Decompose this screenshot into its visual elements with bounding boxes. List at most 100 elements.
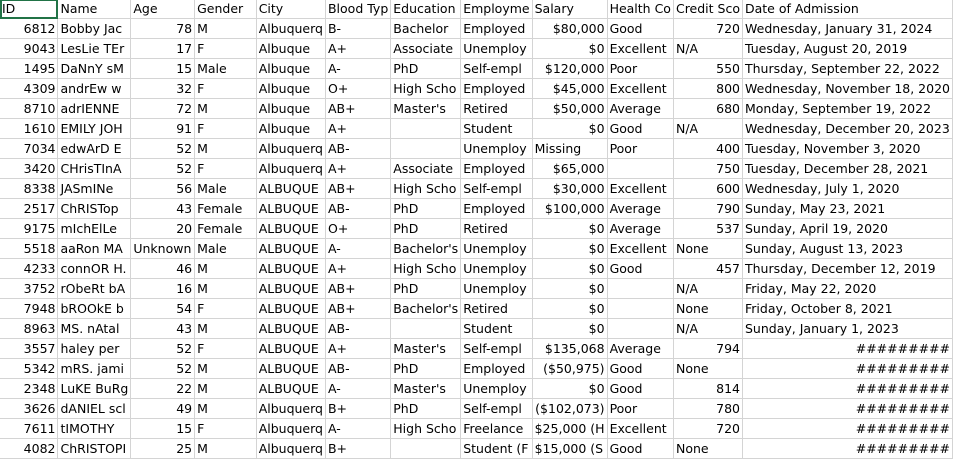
cell-age[interactable]: 54 (130, 298, 196, 319)
cell-blood-type[interactable]: B+ (325, 398, 392, 419)
cell-city[interactable]: ALBUQUE (256, 258, 326, 279)
cell-employment[interactable]: Self-empl (460, 338, 533, 359)
cell-name[interactable]: dANIEL scl (57, 398, 132, 419)
cell-education[interactable]: Bachelor (390, 18, 462, 39)
cell-blood-type[interactable]: A- (325, 58, 392, 79)
cell-health[interactable] (607, 278, 674, 299)
cell-employment[interactable]: Student (460, 318, 533, 339)
cell-health[interactable]: Poor (607, 138, 674, 159)
cell-health[interactable]: Excellent (607, 178, 674, 199)
cell-employment[interactable]: Self-empl (460, 398, 533, 419)
cell-name[interactable]: connOR H. (57, 258, 132, 279)
cell-health[interactable]: Excellent (607, 418, 674, 439)
cell-age[interactable]: 56 (130, 178, 196, 199)
cell-blood-type[interactable]: O+ (325, 218, 392, 239)
cell-salary[interactable]: ($102,073) (532, 398, 608, 419)
cell-credit-score[interactable]: None (673, 238, 744, 259)
cell-employment[interactable]: Unemploy (460, 38, 533, 59)
cell-employment[interactable]: Student (460, 118, 533, 139)
cell-date-of-admission[interactable]: Sunday, May 23, 2021 (742, 198, 953, 219)
cell-city[interactable]: ALBUQUE (256, 178, 326, 199)
cell-age[interactable]: 72 (130, 98, 196, 119)
cell-city[interactable]: ALBUQUE (256, 298, 326, 319)
cell-date-of-admission[interactable]: Sunday, January 1, 2023 (742, 318, 953, 339)
cell-name[interactable]: CHrisTInA (57, 158, 132, 179)
cell-health[interactable]: Excellent (607, 238, 674, 259)
cell-health[interactable]: Good (607, 118, 674, 139)
cell-credit-score[interactable]: 780 (673, 398, 744, 419)
cell-credit-score[interactable]: 600 (673, 178, 744, 199)
cell-gender[interactable]: F (194, 338, 257, 359)
cell-health[interactable] (607, 318, 674, 339)
cell-blood-type[interactable]: A- (325, 238, 392, 259)
cell-education[interactable]: High Scho (390, 258, 462, 279)
cell-salary[interactable]: $135,068 (532, 338, 608, 359)
cell-employment[interactable]: Employed (460, 358, 533, 379)
cell-employment[interactable]: Unemploy (460, 378, 533, 399)
cell-id[interactable]: 6812 (0, 18, 59, 39)
cell-salary[interactable]: $0 (532, 118, 608, 139)
cell-gender[interactable]: M (194, 398, 257, 419)
cell-education[interactable]: High Scho (390, 78, 462, 99)
cell-salary[interactable]: $80,000 (532, 18, 608, 39)
cell-gender[interactable]: M (194, 358, 257, 379)
cell-education[interactable]: Associate (390, 158, 462, 179)
cell-name[interactable]: mRS. jami (57, 358, 132, 379)
cell-gender[interactable]: F (194, 38, 257, 59)
cell-employment[interactable]: Freelance (460, 418, 533, 439)
cell-salary[interactable]: $0 (532, 378, 608, 399)
cell-blood-type[interactable]: B+ (325, 438, 392, 459)
cell-date-of-admission[interactable]: Thursday, December 12, 2019 (742, 258, 953, 279)
cell-city[interactable]: Albuque (256, 118, 326, 139)
cell-blood-type[interactable]: AB- (325, 138, 392, 159)
cell-gender[interactable]: M (194, 318, 257, 339)
cell-credit-score[interactable]: 537 (673, 218, 744, 239)
cell-salary[interactable]: ($50,975) (532, 358, 608, 379)
cell-name[interactable]: mIchElLe (57, 218, 132, 239)
header-cell-employment[interactable]: Employme (460, 0, 533, 19)
cell-age[interactable]: Unknown (130, 238, 196, 259)
cell-health[interactable]: Excellent (607, 38, 674, 59)
cell-date-of-admission[interactable]: Friday, October 8, 2021 (742, 298, 953, 319)
cell-credit-score[interactable]: 680 (673, 98, 744, 119)
cell-id[interactable]: 1495 (0, 58, 59, 79)
cell-education[interactable]: PhD (390, 398, 462, 419)
cell-id[interactable]: 8710 (0, 98, 59, 119)
cell-salary[interactable]: $0 (532, 258, 608, 279)
cell-salary[interactable]: $0 (532, 278, 608, 299)
cell-name[interactable]: EMILY JOH (57, 118, 132, 139)
cell-city[interactable]: Albuque (256, 98, 326, 119)
cell-city[interactable]: ALBUQUE (256, 278, 326, 299)
cell-employment[interactable]: Student (F (460, 438, 533, 459)
cell-id[interactable]: 1610 (0, 118, 59, 139)
cell-employment[interactable]: Retired (460, 218, 533, 239)
cell-city[interactable]: Albuquerq (256, 438, 326, 459)
cell-employment[interactable]: Employed (460, 78, 533, 99)
cell-id[interactable]: 7034 (0, 138, 59, 159)
cell-date-of-admission[interactable]: Wednesday, December 20, 2023 (742, 118, 953, 139)
header-cell-credit-score[interactable]: Credit Sco (673, 0, 744, 19)
cell-education[interactable]: PhD (390, 278, 462, 299)
cell-gender[interactable]: F (194, 158, 257, 179)
cell-name[interactable]: JASmINe (57, 178, 132, 199)
cell-salary[interactable]: $25,000 (H (532, 418, 608, 439)
cell-health[interactable]: Excellent (607, 78, 674, 99)
cell-date-of-admission[interactable]: Thursday, September 22, 2022 (742, 58, 953, 79)
cell-age[interactable]: 52 (130, 158, 196, 179)
cell-employment[interactable]: Employed (460, 198, 533, 219)
cell-education[interactable]: PhD (390, 218, 462, 239)
cell-date-of-admission[interactable]: Wednesday, July 1, 2020 (742, 178, 953, 199)
cell-id[interactable]: 3626 (0, 398, 59, 419)
cell-id[interactable]: 5342 (0, 358, 59, 379)
header-cell-city[interactable]: City (256, 0, 326, 19)
cell-health[interactable]: Good (607, 258, 674, 279)
cell-credit-score[interactable]: 400 (673, 138, 744, 159)
cell-age[interactable]: 17 (130, 38, 196, 59)
cell-credit-score[interactable]: None (673, 358, 744, 379)
cell-age[interactable]: 15 (130, 418, 196, 439)
cell-date-of-admission[interactable]: Monday, September 19, 2022 (742, 98, 953, 119)
cell-credit-score[interactable]: N/A (673, 118, 744, 139)
cell-education[interactable]: Bachelor's (390, 298, 462, 319)
cell-date-of-admission[interactable]: ######### (742, 378, 953, 399)
cell-name[interactable]: andrEw w (57, 78, 132, 99)
